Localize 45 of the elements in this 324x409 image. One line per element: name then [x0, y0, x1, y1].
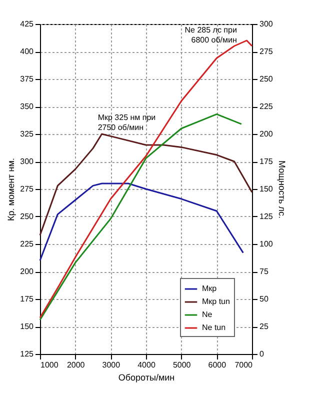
y-tick-label: 175	[20, 294, 34, 304]
x-tick-label: 7000	[234, 360, 254, 370]
y2-axis-title: Мощность лс.	[276, 160, 287, 219]
y-axis-title: Кр. момент нм.	[6, 158, 16, 221]
y-tick-label: 125	[20, 350, 34, 358]
y-tick-label: 300	[20, 157, 34, 166]
y2-tick-label: 175	[260, 157, 274, 166]
legend-label: Мкр tun	[202, 297, 230, 306]
annotation: Мкр 325 нм при 2750 об/мин	[98, 113, 156, 132]
y-tick-label: 425	[20, 20, 34, 28]
y2-tick-label: 50	[260, 294, 269, 304]
line-series	[39, 182, 244, 262]
y-tick-label: 200	[20, 267, 34, 276]
x-tick-label: 1000	[40, 360, 59, 370]
y2-tick-label: 275	[260, 47, 274, 56]
y2-tick-label: 100	[260, 240, 274, 248]
y2-tick-label: 125	[260, 212, 274, 221]
y-tick-label: 275	[20, 184, 34, 194]
y2-tick-label: 200	[260, 130, 274, 138]
annotation: Ne 285 лс при 6800 об/мин	[184, 26, 237, 44]
y-tick-label: 350	[20, 102, 34, 111]
y2-tick-label: 75	[260, 267, 269, 276]
line-series	[39, 113, 242, 321]
x-tick-label: 4000	[138, 360, 156, 370]
legend-label: Ne tun	[202, 323, 226, 332]
x-tick-label: 3000	[102, 360, 121, 370]
x-tick-label: 2000	[66, 360, 86, 370]
y-tick-label: 150	[20, 322, 34, 331]
y-tick-label: 225	[20, 240, 34, 248]
y-tick-label: 375	[20, 74, 34, 84]
y2-tick-label: 150	[260, 184, 274, 194]
legend-label: Мкр	[202, 284, 218, 293]
y-tick-label: 400	[20, 47, 34, 56]
y-tick-label: 250	[20, 212, 34, 221]
y2-tick-label: 300	[260, 20, 274, 28]
x-tick-label: 6000	[208, 360, 227, 370]
y-tick-label: 325	[20, 130, 34, 138]
x-tick-label: 5000	[172, 360, 192, 370]
x-axis-title: Обороты/мин	[118, 372, 175, 382]
y2-tick-label: 0	[260, 350, 264, 358]
legend-label: Ne	[202, 310, 213, 319]
line-series	[39, 133, 253, 236]
y2-tick-label: 225	[260, 102, 274, 111]
y2-tick-label: 25	[260, 322, 269, 331]
y2-tick-label: 250	[260, 74, 274, 84]
